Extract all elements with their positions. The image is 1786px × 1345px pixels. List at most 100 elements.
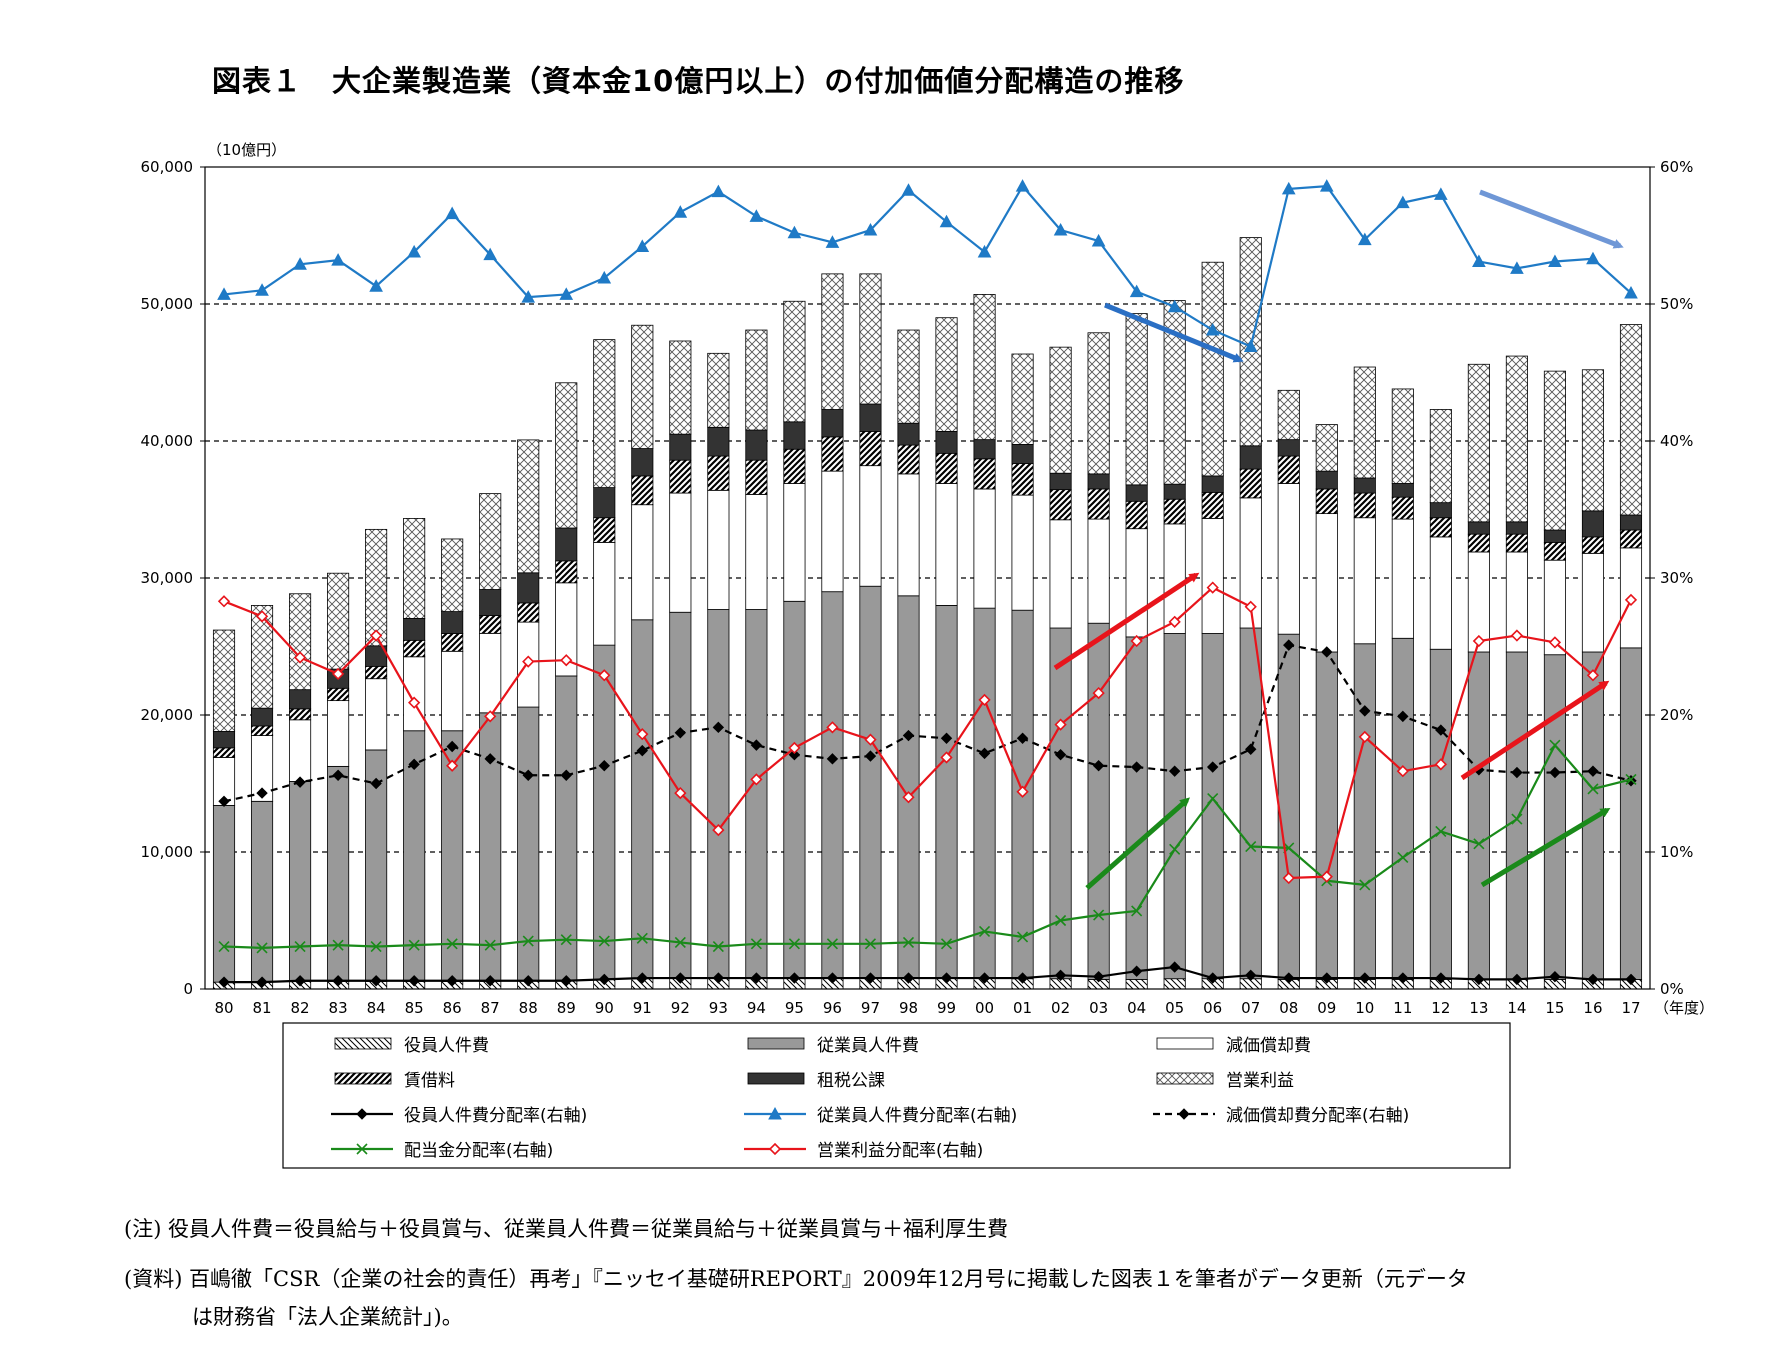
point-marker (977, 244, 992, 258)
point-marker (356, 1143, 368, 1155)
point-marker (1435, 825, 1447, 838)
bar-segment (1011, 353, 1034, 445)
x-axis-unit: （年度） (1654, 999, 1714, 1017)
bar-segment (1467, 533, 1490, 553)
bar-segment (1315, 424, 1338, 472)
point-marker (1359, 705, 1371, 717)
point-marker (1206, 581, 1219, 594)
point-marker (788, 938, 800, 950)
point-marker (293, 257, 307, 270)
point-marker (826, 721, 839, 734)
point-marker (1016, 732, 1029, 744)
legend-label: 役員人件費 (404, 1036, 489, 1056)
bar-segment (1619, 529, 1643, 549)
point-marker (1245, 840, 1257, 853)
bar-stack (1201, 261, 1224, 990)
point-marker (1054, 718, 1067, 731)
bar-segment (1087, 518, 1110, 624)
legend-label: 営業利益分配率(右軸) (817, 1141, 983, 1161)
point-marker (636, 972, 649, 984)
point-marker (1243, 339, 1258, 352)
bar-segment (250, 800, 274, 983)
point-marker (1587, 783, 1599, 795)
bar-segment (1619, 324, 1643, 516)
bar-segment (365, 678, 388, 751)
point-marker (826, 972, 839, 984)
bar-segment (1429, 648, 1452, 980)
point-marker (560, 654, 573, 667)
line-series-layer (217, 179, 1638, 988)
bar-segment (821, 409, 844, 438)
right-tick-label: 0% (1660, 980, 1684, 998)
bar-stack (1011, 353, 1034, 990)
point-marker (1168, 615, 1181, 628)
point-marker (1169, 843, 1181, 855)
bar-segment (821, 436, 844, 472)
bar-stack (1125, 313, 1148, 990)
point-marker (1016, 785, 1029, 798)
point-marker (825, 235, 840, 248)
x-tick-label: 08 (1279, 999, 1298, 1017)
bar-stack (935, 317, 958, 990)
bar-segment (1125, 313, 1148, 486)
point-marker (1625, 973, 1637, 986)
bar-segment (1505, 355, 1528, 523)
point-marker (1624, 285, 1638, 299)
point-marker (408, 939, 420, 951)
point-marker (331, 253, 345, 266)
bar-stack (212, 629, 236, 990)
x-tick-label: 03 (1089, 999, 1108, 1017)
point-marker (1091, 233, 1106, 247)
point-marker (408, 758, 420, 771)
point-marker (484, 939, 496, 951)
point-marker (1245, 743, 1257, 755)
point-marker (826, 938, 838, 950)
point-marker (712, 972, 725, 984)
point-marker (902, 791, 915, 804)
point-marker (522, 935, 534, 947)
trend-arrow-dividend-up-2003 (1085, 797, 1191, 890)
bar-segment (250, 725, 274, 736)
bar-segment (479, 589, 502, 616)
line-series (218, 961, 1637, 988)
point-marker (750, 938, 762, 950)
x-tick-label: 09 (1317, 999, 1336, 1017)
legend-swatch (1156, 1037, 1214, 1050)
legend-label: 減価償却費分配率(右軸) (1226, 1106, 1409, 1126)
point-marker (1587, 973, 1599, 986)
point-marker (674, 972, 687, 984)
x-tick-label: 15 (1545, 999, 1564, 1017)
bar-segment (1429, 502, 1452, 519)
bar-segment (1315, 513, 1338, 653)
point-marker (1549, 970, 1561, 983)
bar-stack (365, 528, 388, 990)
point-marker (1359, 972, 1371, 984)
point-marker (1397, 972, 1409, 984)
bar-segment (935, 452, 958, 484)
point-marker (446, 975, 458, 987)
bar-segment (289, 781, 312, 982)
left-tick-label: 40,000 (141, 432, 194, 450)
bar-segment (479, 615, 502, 634)
bar-segment (783, 300, 806, 423)
point-marker (522, 975, 534, 987)
point-marker (978, 747, 991, 760)
grid-lines (205, 303, 1650, 853)
bar-segment (1277, 439, 1300, 457)
point-marker (1016, 972, 1029, 984)
bar-segment (973, 488, 996, 609)
point-marker (1586, 669, 1600, 682)
bar-segment (593, 487, 616, 519)
bar-segment (593, 644, 616, 980)
bar-segment (1315, 488, 1338, 515)
bar-segment (859, 431, 882, 467)
left-tick-label: 60,000 (141, 158, 194, 176)
bar-segment (1581, 510, 1605, 538)
point-marker (598, 759, 610, 772)
point-marker (1017, 931, 1029, 943)
legend-label: 配当金分配率(右軸) (404, 1141, 553, 1161)
legend-box (282, 1022, 1511, 1169)
point-marker (636, 728, 649, 741)
legend-swatch (747, 1072, 805, 1085)
bar-segment (631, 504, 654, 621)
